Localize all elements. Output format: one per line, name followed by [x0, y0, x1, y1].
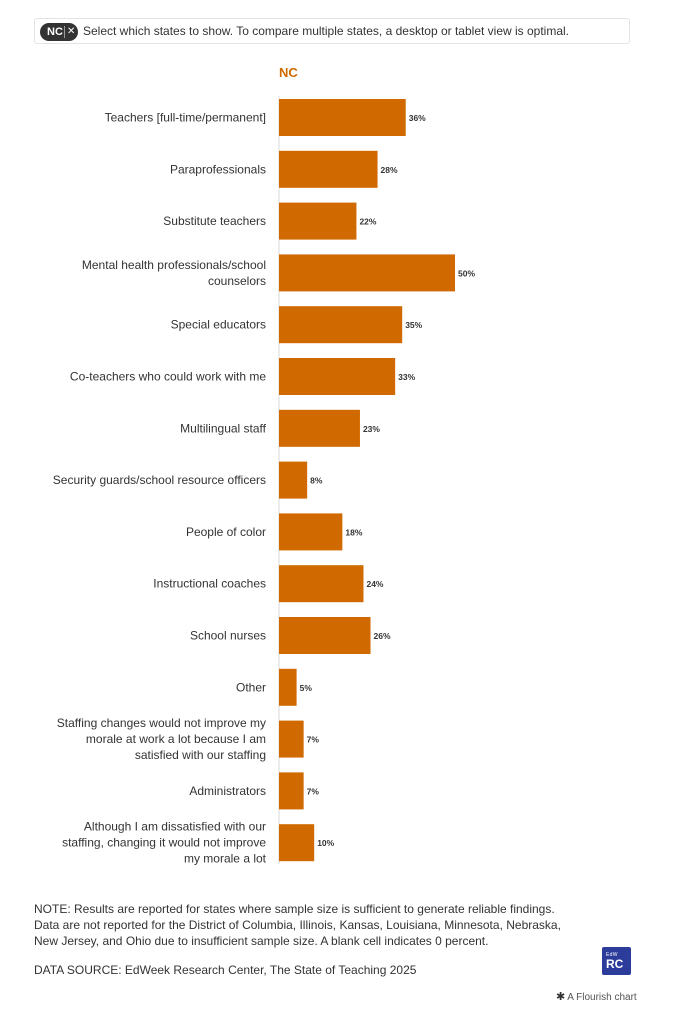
category-label-line: my morale a lot [184, 852, 267, 866]
category-label: Mental health professionals/school counse… [82, 258, 266, 288]
data-label: 22% [359, 217, 376, 227]
bar [279, 565, 364, 603]
category-label-line: People of color [186, 525, 266, 539]
data-label: 36% [409, 113, 426, 123]
category-label-line: Paraprofessionals [170, 162, 266, 176]
bar [279, 409, 360, 447]
data-label: 33% [398, 372, 415, 382]
data-label: 7% [307, 786, 320, 796]
category-label-line: Staffing changes would not improve my [57, 716, 266, 730]
data-label: 7% [307, 735, 320, 745]
category-label: Paraprofessionals [170, 162, 266, 176]
chip-divider [64, 26, 65, 38]
category-label-line: Security guards/school resource officers [53, 473, 266, 487]
panel-title: NC [279, 65, 298, 80]
data-label: 5% [300, 683, 313, 693]
bar [279, 358, 396, 395]
chart-note: NOTE: Results are reported for states wh… [34, 902, 561, 948]
state-chip-nc[interactable]: NC ✕ [40, 23, 78, 41]
category-label-line: Multilingual staff [180, 421, 266, 435]
data-label: 8% [310, 476, 323, 486]
flourish-icon: ✱ [556, 991, 566, 1003]
bar [279, 461, 308, 499]
bar [279, 720, 304, 758]
category-label: Administrators [189, 784, 266, 798]
flourish-attribution-text: A Flourish chart [567, 992, 637, 1003]
data-label: 23% [363, 424, 380, 434]
category-label-line: Mental health professionals/school [82, 258, 266, 272]
data-source: DATA SOURCE: EdWeek Research Center, The… [34, 963, 417, 977]
category-label: Substitute teachers [163, 214, 266, 228]
bar [279, 150, 378, 188]
category-label-line: Teachers [full-time/permanent] [105, 111, 266, 125]
category-label-line: Substitute teachers [163, 214, 266, 228]
bar [279, 617, 371, 654]
category-label-line: Although I am dissatisfied with our [84, 820, 266, 834]
category-label-line: counselors [208, 274, 266, 288]
bar-chart: NC 36% Teachers [full-time/permanent] 28% Pa… [53, 65, 476, 866]
category-label-line: School nurses [190, 629, 266, 643]
edweek-rc-logo: EdW RC [602, 947, 631, 975]
category-label-line: Instructional coaches [153, 577, 266, 591]
category-label: Staffing changes would not improve my mor… [57, 716, 266, 762]
data-label: 28% [381, 165, 398, 175]
category-label: Co-teachers who could work with me [70, 370, 266, 384]
category-label-line: satisfied with our staffing [135, 748, 266, 762]
category-label: School nurses [190, 629, 266, 643]
filter-instruction: Select which states to show. To compare … [83, 24, 570, 38]
bar [279, 254, 455, 292]
bar [279, 202, 357, 240]
data-label: 18% [345, 527, 362, 537]
category-label-line: Special educators [171, 318, 266, 332]
category-label: Other [236, 680, 266, 694]
category-label-line: Administrators [189, 784, 266, 798]
category-label: Special educators [171, 318, 266, 332]
category-label-line: Other [236, 680, 266, 694]
state-chip-label: NC [47, 26, 63, 38]
category-label-line: staffing, changing it would not improve [62, 836, 266, 850]
bar [279, 668, 297, 706]
data-label: 24% [366, 579, 383, 589]
state-filter-bar[interactable]: NC ✕ Select which states to show. To com… [34, 18, 630, 44]
category-label: Multilingual staff [180, 421, 266, 435]
bar [279, 99, 406, 136]
category-label: People of color [186, 525, 266, 539]
category-label-line: Co-teachers who could work with me [70, 370, 266, 384]
category-label: Teachers [full-time/permanent] [105, 111, 266, 125]
bar [279, 513, 343, 551]
bar [279, 772, 304, 810]
data-label: 35% [405, 320, 422, 330]
logo-main-text: RC [606, 957, 624, 971]
bar [279, 306, 403, 344]
data-label: 50% [458, 268, 475, 278]
close-icon[interactable]: ✕ [67, 26, 76, 37]
data-label: 10% [317, 838, 334, 848]
category-label: Security guards/school resource officers [53, 473, 266, 487]
data-label: 26% [374, 631, 391, 641]
category-label: Although I am dissatisfied with our staff… [62, 820, 267, 866]
category-label-line: morale at work a lot because I am [86, 732, 266, 746]
bar [279, 824, 315, 862]
flourish-attribution[interactable]: ✱ A Flourish chart [556, 990, 637, 1003]
logo-top-text: EdW [606, 952, 618, 958]
category-label: Instructional coaches [153, 577, 266, 591]
